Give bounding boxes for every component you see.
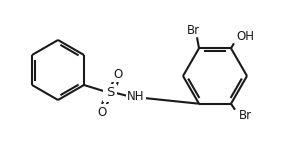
Text: Br: Br [238,109,252,122]
Text: O: O [98,105,106,119]
Text: S: S [106,86,114,100]
Text: OH: OH [236,30,254,43]
Text: NH: NH [127,90,145,104]
Text: O: O [113,67,123,81]
Text: Br: Br [186,24,200,37]
